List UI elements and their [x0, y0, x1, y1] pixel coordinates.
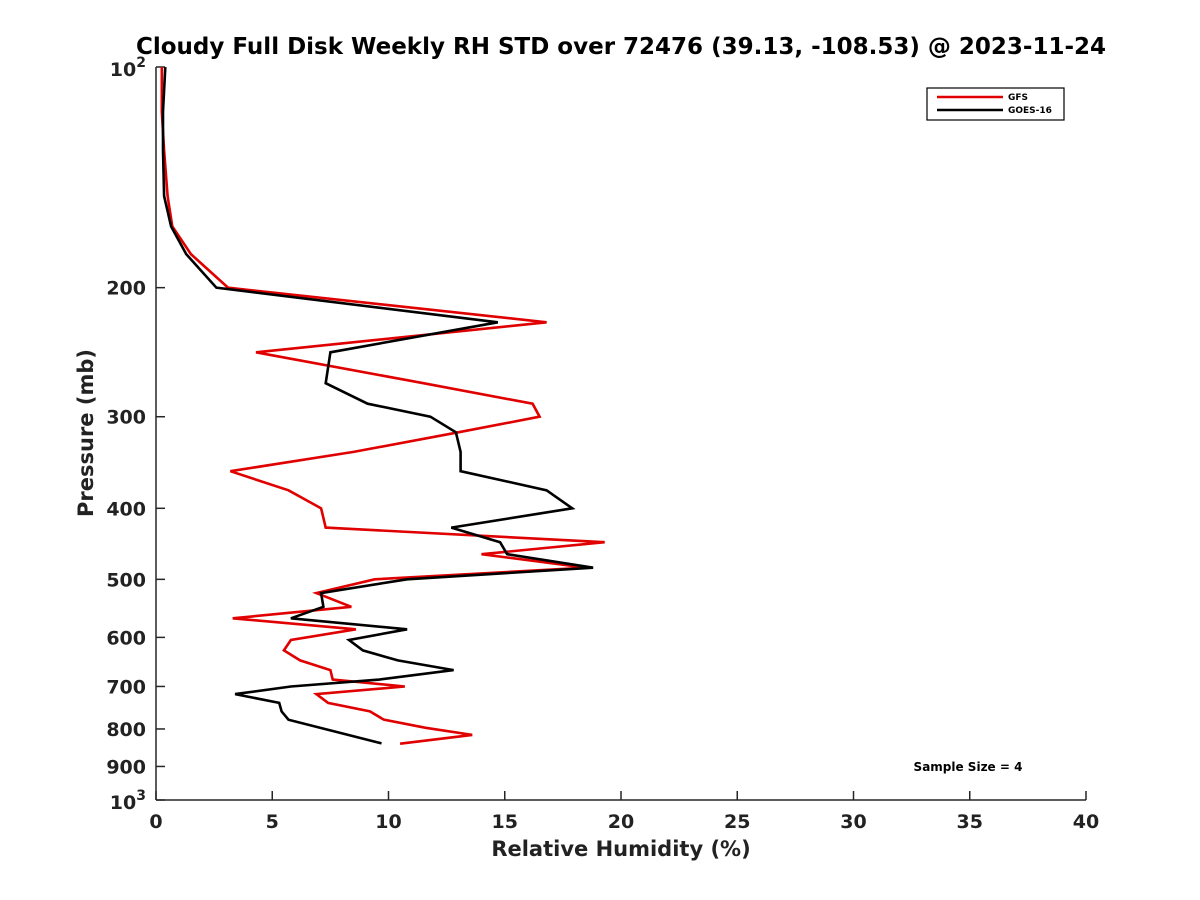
y-tick-label: 400: [106, 498, 146, 520]
legend-label-gfs: GFS: [1008, 93, 1028, 103]
chart-title: Cloudy Full Disk Weekly RH STD over 7247…: [136, 34, 1106, 60]
x-tick-label: 10: [375, 811, 401, 833]
y-tick-label: 500: [106, 569, 146, 591]
y-tick-label: 103: [110, 788, 146, 814]
y-tick-label: 200: [106, 278, 146, 300]
y-tick-label: 800: [106, 719, 146, 741]
y-tick-label-base: 10: [110, 59, 136, 81]
y-tick-label: 600: [106, 627, 146, 649]
legend: GFS GOES-16: [926, 87, 1065, 121]
series-line-goes16: [161, 66, 594, 745]
y-tick-label-exponent: 2: [136, 55, 146, 71]
x-tick-label: 30: [840, 811, 866, 833]
x-tick-label: 15: [492, 811, 518, 833]
y-tick-label: 700: [106, 676, 146, 698]
y-tick-label: 300: [106, 407, 146, 429]
y-tick-label-exponent: 3: [136, 788, 146, 804]
y-tick-label: 900: [106, 756, 146, 778]
sample-size-annotation: Sample Size = 4: [914, 760, 1023, 774]
x-axis-label: Relative Humidity (%): [491, 837, 750, 861]
x-tick-label: 40: [1073, 811, 1099, 833]
x-tick-label: 5: [266, 811, 279, 833]
y-tick-label-base: 10: [110, 792, 136, 814]
legend-label-goes16: GOES-16: [1008, 106, 1052, 116]
x-tick-label: 35: [957, 811, 983, 833]
x-tick-label: 0: [149, 811, 162, 833]
plot-area: 0 5 10 15 20 25 30 35 40 10220030040050060070080…: [106, 55, 1099, 833]
y-axis-label: Pressure (mb): [74, 349, 98, 517]
x-tick-label: 20: [608, 811, 634, 833]
y-tick-label: 102: [110, 55, 146, 81]
series-lines: [160, 66, 605, 745]
x-tick-label: 25: [724, 811, 750, 833]
x-ticks: 0 5 10 15 20 25 30 35 40: [149, 791, 1099, 833]
series-line-gfs: [160, 67, 605, 745]
legend-box: [926, 87, 1065, 121]
